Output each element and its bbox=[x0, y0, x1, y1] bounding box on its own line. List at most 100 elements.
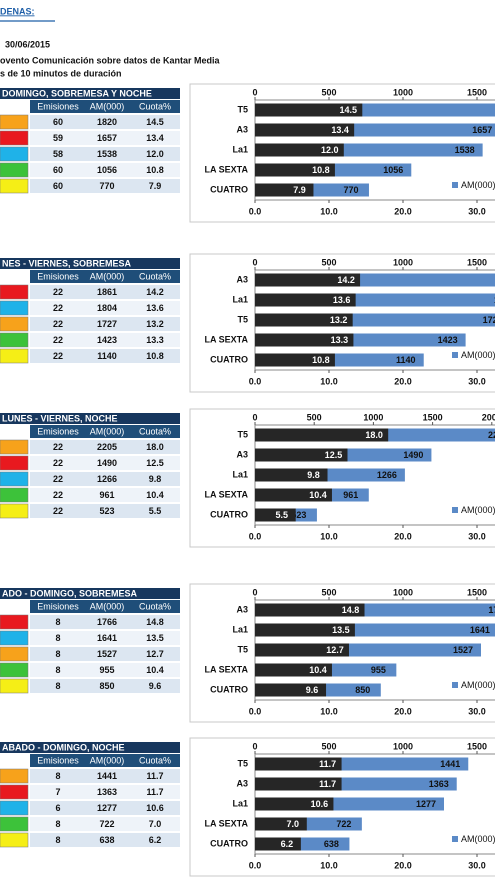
bottom-tick-label: 20.0 bbox=[394, 531, 412, 541]
bar bbox=[255, 353, 335, 367]
bar-label: 9.8 bbox=[307, 470, 320, 480]
category-label: T5 bbox=[237, 314, 248, 324]
bar bbox=[255, 757, 342, 771]
bar bbox=[255, 603, 365, 617]
bar bbox=[255, 777, 342, 791]
table-cell: 8 bbox=[55, 681, 60, 691]
bottom-tick-label: 0.0 bbox=[249, 531, 262, 541]
table-cell: 8 bbox=[55, 835, 60, 845]
top-tick-label: 0 bbox=[252, 87, 257, 97]
color-swatch bbox=[0, 487, 29, 503]
top-tick-label: 500 bbox=[307, 412, 322, 422]
table-title-bar bbox=[0, 588, 180, 599]
table-cell: 1804 bbox=[97, 303, 117, 313]
table-row bbox=[30, 663, 180, 677]
bar bbox=[255, 837, 301, 851]
bar-label: 1266 bbox=[377, 470, 397, 480]
table-row bbox=[30, 504, 180, 518]
table-cell: 12.5 bbox=[146, 458, 164, 468]
bottom-tick-label: 30.0 bbox=[468, 376, 486, 386]
table-row bbox=[30, 615, 180, 629]
table-cell: 12.0 bbox=[146, 149, 164, 159]
bar bbox=[255, 683, 327, 697]
bar-label: 13.3 bbox=[331, 335, 349, 345]
color-swatch bbox=[0, 114, 29, 130]
table-cell: 18.0 bbox=[146, 442, 164, 452]
table-cell: 8 bbox=[55, 649, 60, 659]
bottom-tick-label: 10.0 bbox=[320, 706, 338, 716]
bar bbox=[255, 273, 361, 287]
table-cell: 22 bbox=[53, 303, 63, 313]
bar-label: 770 bbox=[343, 185, 358, 195]
column-header: AM(000) bbox=[90, 755, 125, 765]
table-cell: 22 bbox=[53, 442, 63, 452]
table-row bbox=[30, 285, 180, 299]
table-title-bar bbox=[0, 88, 180, 99]
top-tick-label: 1500 bbox=[467, 587, 487, 597]
bottom-tick-label: 10.0 bbox=[320, 376, 338, 386]
table-cell: 59 bbox=[53, 133, 63, 143]
table-cell: 22 bbox=[53, 490, 63, 500]
bottom-tick-label: 20.0 bbox=[394, 376, 412, 386]
bar bbox=[255, 428, 389, 442]
category-label: T5 bbox=[237, 104, 248, 114]
table-row bbox=[30, 801, 180, 815]
bottom-tick-label: 0.0 bbox=[249, 706, 262, 716]
bar bbox=[255, 508, 296, 522]
bar-label: 7.0 bbox=[287, 819, 300, 829]
top-tick-label: 1000 bbox=[393, 257, 413, 267]
table-cell: 2205 bbox=[97, 442, 117, 452]
table-header-bar bbox=[30, 754, 180, 767]
table-title-bar bbox=[0, 413, 180, 424]
bar-label: 1140 bbox=[396, 355, 416, 365]
table-row bbox=[30, 769, 180, 783]
column-header: Cuota% bbox=[139, 601, 171, 611]
category-label: La1 bbox=[232, 294, 248, 304]
table-cell: 955 bbox=[99, 665, 114, 675]
category-label: CUATRO bbox=[210, 684, 248, 694]
table-cell: 1441 bbox=[97, 771, 117, 781]
table-row bbox=[30, 349, 180, 363]
bar bbox=[255, 123, 355, 137]
table-cell: 9.6 bbox=[149, 681, 162, 691]
chart-frame bbox=[189, 253, 495, 393]
column-header: Cuota% bbox=[139, 271, 171, 281]
category-label: La1 bbox=[232, 144, 248, 154]
table-row bbox=[30, 115, 180, 129]
column-header: Cuota% bbox=[139, 755, 171, 765]
color-swatch bbox=[0, 832, 29, 848]
top-tick-label: 500 bbox=[321, 741, 336, 751]
table-cell: 1056 bbox=[97, 165, 117, 175]
table-cell: 1266 bbox=[97, 474, 117, 484]
column-header: Cuota% bbox=[139, 101, 171, 111]
bar-label: 18.0 bbox=[365, 430, 383, 440]
table-row bbox=[30, 147, 180, 161]
column-header: Cuota% bbox=[139, 426, 171, 436]
top-tick-label: 1000 bbox=[393, 87, 413, 97]
table-header-bar bbox=[30, 600, 180, 613]
color-swatch bbox=[0, 455, 29, 471]
table-cell: 22 bbox=[53, 319, 63, 329]
table-cell: 1657 bbox=[97, 133, 117, 143]
bar-label: 14.2 bbox=[337, 275, 355, 285]
table-row bbox=[30, 163, 180, 177]
category-label: La1 bbox=[232, 624, 248, 634]
table-title-bar bbox=[0, 742, 180, 753]
table-cell: 10.6 bbox=[146, 803, 164, 813]
table-cell: 11.7 bbox=[146, 787, 163, 797]
bar-label: 1641 bbox=[470, 625, 490, 635]
bar-label: 955 bbox=[371, 665, 386, 675]
table-row bbox=[30, 301, 180, 315]
table-cell: 22 bbox=[53, 351, 63, 361]
color-swatch bbox=[0, 646, 29, 662]
table-cell: 722 bbox=[99, 819, 114, 829]
bar bbox=[255, 797, 334, 811]
chart-frame bbox=[189, 408, 495, 548]
date: 30/06/2015 bbox=[5, 39, 50, 49]
table-header-bar bbox=[30, 270, 180, 283]
color-swatch bbox=[0, 332, 29, 348]
table-cell: 770 bbox=[99, 181, 114, 191]
table-cell: 13.3 bbox=[146, 335, 164, 345]
legend-swatch bbox=[452, 182, 458, 188]
table-cell: 8 bbox=[55, 617, 60, 627]
